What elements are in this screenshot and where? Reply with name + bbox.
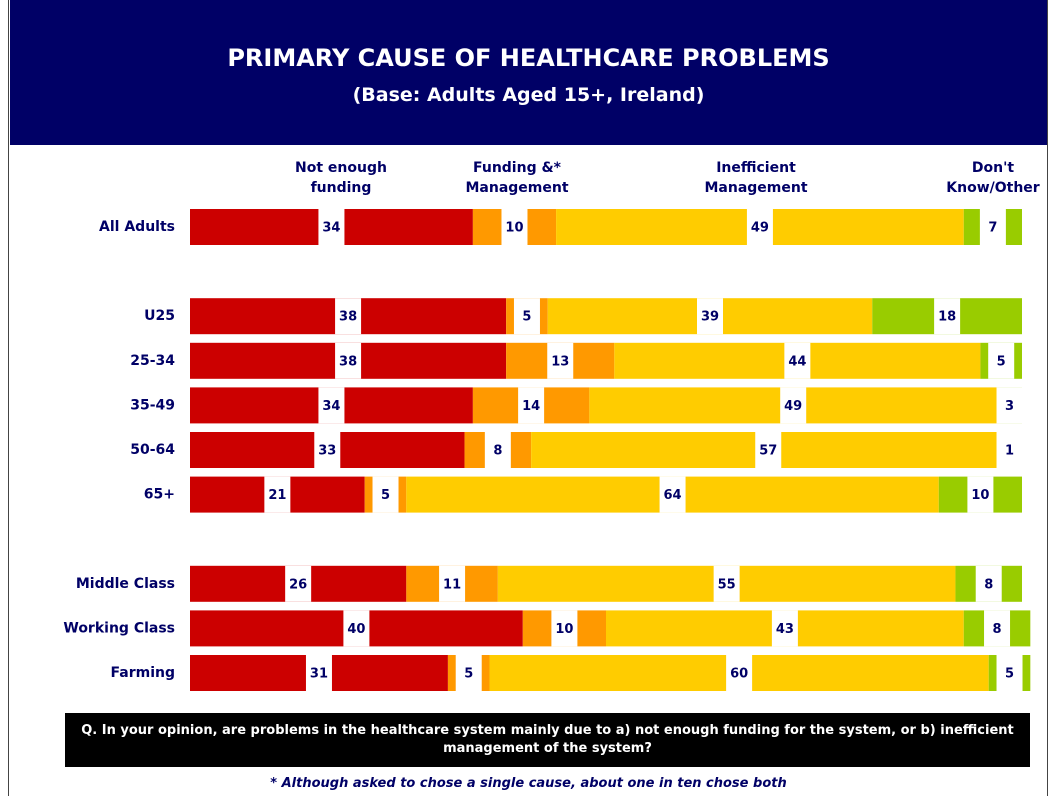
label-background	[713, 565, 740, 602]
label-background	[780, 387, 807, 424]
label-background	[372, 476, 399, 513]
value-label: 55	[718, 577, 736, 592]
category-label: 65+	[144, 487, 175, 503]
value-label: 3	[1005, 399, 1014, 414]
legend-label: Inefficient Management	[704, 160, 808, 196]
label-background	[318, 209, 345, 245]
category-label: 25-34	[130, 353, 175, 369]
value-label: 11	[443, 577, 461, 592]
label-background	[979, 209, 1006, 245]
label-background	[335, 342, 362, 379]
label-background	[455, 655, 482, 691]
label-background	[318, 387, 345, 424]
value-label: 18	[938, 310, 956, 325]
value-label: 44	[788, 354, 806, 369]
value-label: 49	[784, 399, 802, 414]
value-label: 34	[322, 399, 340, 414]
value-label: 39	[701, 310, 719, 325]
header-band	[10, 0, 1047, 145]
value-label: 10	[971, 488, 989, 503]
label-background	[771, 610, 798, 647]
value-label: 49	[751, 221, 769, 236]
legend-label: Not enough funding	[295, 160, 387, 196]
category-label: Working Class	[63, 620, 175, 636]
chart-subtitle: (Base: Adults Aged 15+, Ireland)	[352, 84, 705, 106]
category-label: Middle Class	[76, 576, 175, 592]
label-background	[314, 432, 341, 468]
label-background	[547, 342, 574, 379]
label-background	[726, 655, 753, 691]
legend-label: Don't Know/Other	[946, 160, 1040, 196]
label-background	[484, 432, 511, 468]
value-label: 5	[464, 667, 473, 682]
label-background	[305, 655, 332, 691]
value-label: 31	[310, 667, 328, 682]
label-background	[996, 387, 1023, 424]
footnote: * Although asked to chose a single cause…	[270, 776, 787, 791]
label-background	[501, 209, 528, 245]
value-label: 5	[522, 310, 531, 325]
label-background	[975, 565, 1002, 602]
label-background	[439, 565, 466, 602]
value-label: 1	[1005, 444, 1014, 459]
value-label: 38	[339, 354, 357, 369]
value-label: 8	[993, 622, 1002, 637]
category-label: Farming	[111, 665, 175, 681]
value-label: 8	[493, 444, 502, 459]
legend-label: Funding &* Management	[465, 160, 569, 196]
label-background	[996, 655, 1023, 691]
label-background	[343, 610, 370, 647]
label-background	[746, 209, 773, 245]
chart-title: PRIMARY CAUSE OF HEALTHCARE PROBLEMS	[227, 44, 830, 72]
value-label: 38	[339, 310, 357, 325]
label-background	[996, 432, 1023, 468]
category-label: All Adults	[99, 219, 175, 235]
question-box: Q. In your opinion, are problems in the …	[65, 713, 1030, 767]
value-label: 57	[759, 444, 777, 459]
frame	[8, 0, 1048, 796]
value-label: 10	[505, 221, 523, 236]
value-label: 60	[730, 667, 748, 682]
label-background	[697, 298, 723, 335]
value-label: 5	[997, 354, 1006, 369]
label-background	[513, 298, 540, 335]
value-label: 33	[318, 444, 336, 459]
label-background	[551, 610, 578, 647]
value-label: 14	[522, 399, 540, 414]
label-background	[264, 476, 291, 513]
value-label: 5	[381, 488, 390, 503]
label-background	[984, 610, 1011, 647]
category-label: 50-64	[130, 442, 175, 458]
value-label: 64	[664, 488, 682, 503]
label-background	[659, 476, 686, 513]
label-background	[285, 565, 312, 602]
value-label: 34	[322, 221, 340, 236]
label-background	[784, 342, 811, 379]
value-label: 21	[268, 488, 286, 503]
value-label: 8	[984, 577, 993, 592]
value-label: 13	[551, 354, 569, 369]
label-background	[967, 476, 994, 513]
value-label: 10	[555, 622, 573, 637]
label-background	[988, 342, 1015, 379]
value-label: 43	[776, 622, 794, 637]
value-label: 26	[289, 577, 307, 592]
category-label: 35-49	[130, 397, 175, 413]
label-background	[335, 298, 362, 335]
label-background	[518, 387, 545, 424]
category-label: U25	[144, 308, 175, 324]
value-label: 5	[1005, 667, 1014, 682]
label-background	[934, 298, 961, 335]
label-background	[755, 432, 782, 468]
value-label: 40	[347, 622, 365, 637]
value-label: 7	[988, 221, 997, 236]
